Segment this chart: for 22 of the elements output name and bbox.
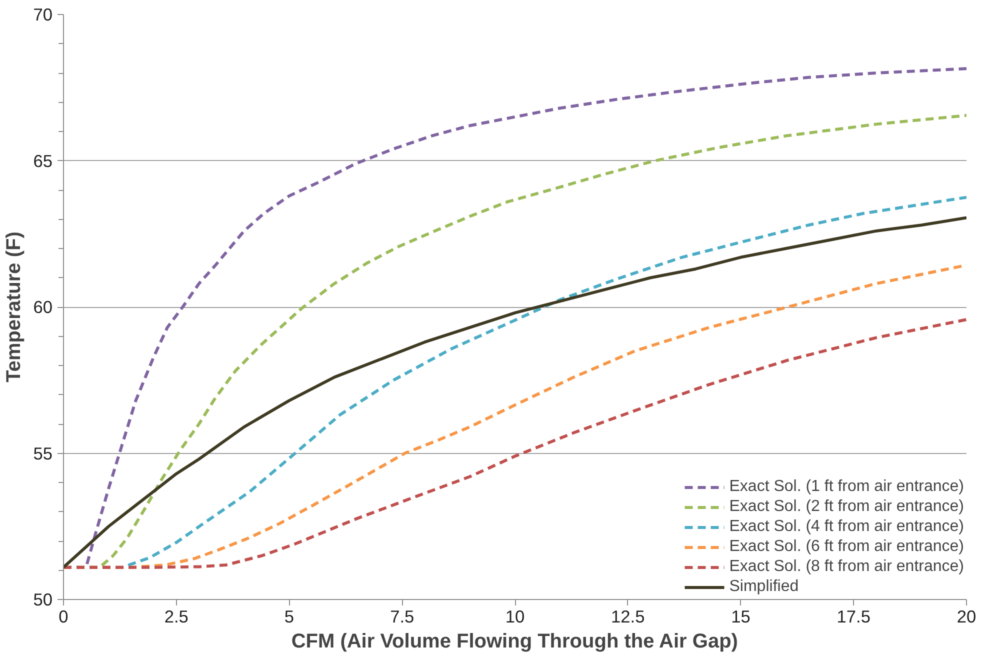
legend-label: Exact Sol. (6 ft from air entrance) xyxy=(729,537,964,557)
x-tick-label: 10 xyxy=(505,606,525,626)
x-tick-label: 2.5 xyxy=(164,606,188,626)
x-tick-label: 15 xyxy=(731,606,750,626)
legend-label: Exact Sol. (4 ft from air entrance) xyxy=(729,517,964,537)
x-axis-title: CFM (Air Volume Flowing Through the Air Gap) xyxy=(291,630,738,652)
legend-label: Exact Sol. (1 ft from air entrance) xyxy=(729,477,964,497)
y-tick-label: 50 xyxy=(33,590,53,610)
y-tick-label: 60 xyxy=(33,297,53,317)
legend-label: Exact Sol. (8 ft from air entrance) xyxy=(729,557,964,577)
legend-label: Simplified xyxy=(729,577,799,597)
y-tick-label: 70 xyxy=(33,4,53,24)
x-tick-label: 20 xyxy=(956,606,976,626)
y-tick-label: 55 xyxy=(33,443,53,464)
x-tick-label: 0 xyxy=(58,606,68,626)
legend-label: Exact Sol. (2 ft from air entrance) xyxy=(729,497,964,517)
x-tick-label: 12.5 xyxy=(611,606,645,626)
y-axis-title: Temperature (F) xyxy=(3,232,26,382)
x-tick-label: 5 xyxy=(284,606,294,626)
x-tick-label: 7.5 xyxy=(390,606,414,626)
x-tick-label: 17.5 xyxy=(836,606,870,626)
y-tick-label: 65 xyxy=(33,150,53,171)
